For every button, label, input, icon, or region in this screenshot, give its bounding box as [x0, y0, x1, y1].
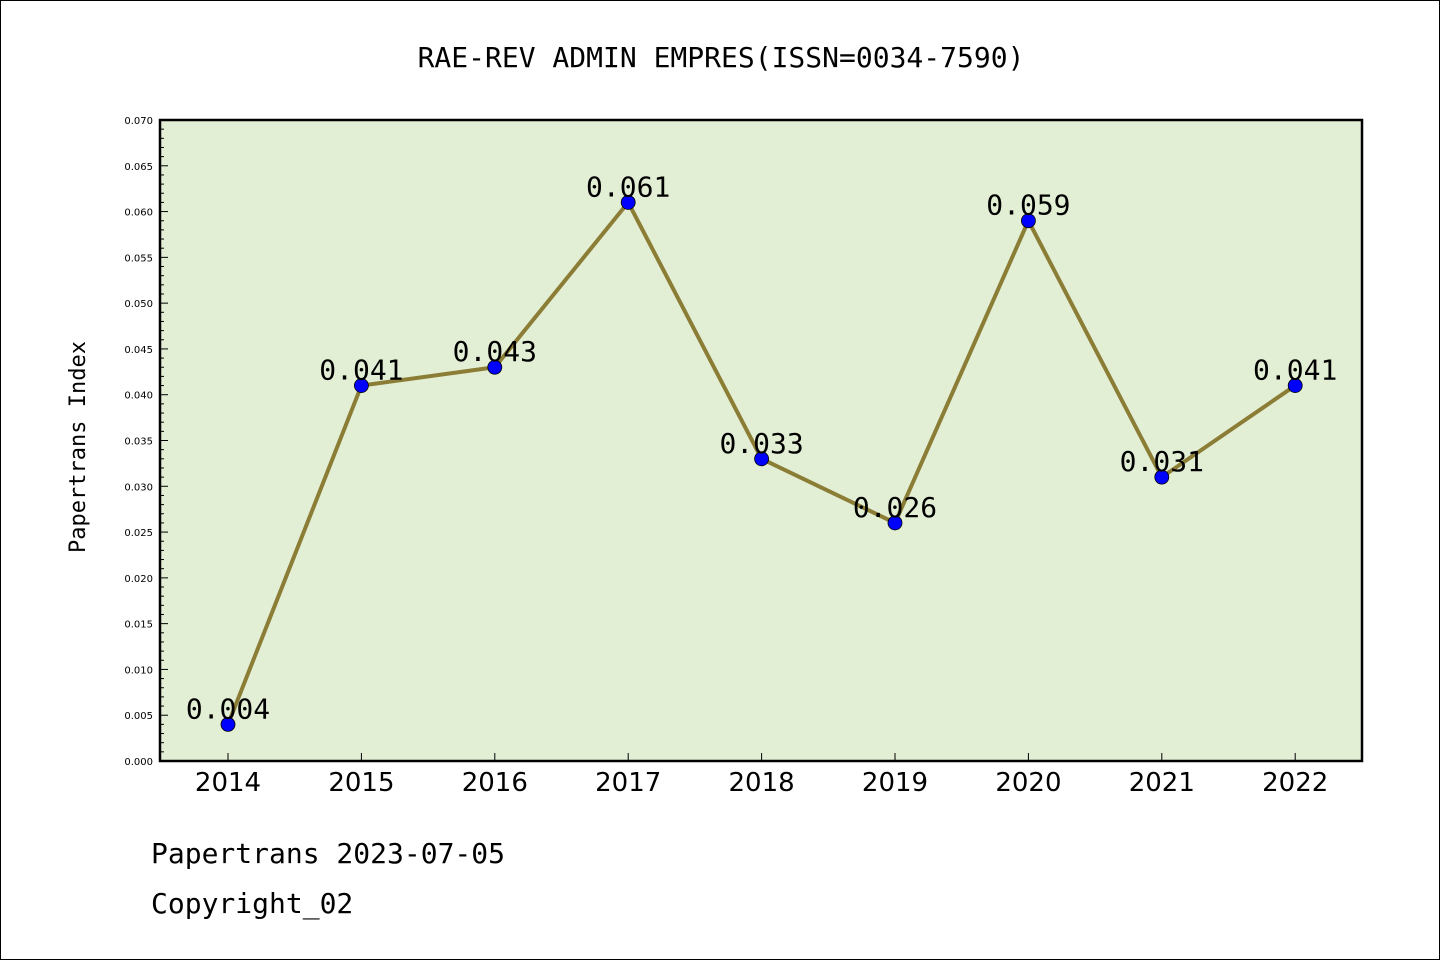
data-label: 0.043 [453, 335, 537, 368]
y-tick-label: 0.070 [124, 116, 153, 127]
y-tick-label: 0.010 [124, 665, 153, 676]
y-tick-label: 0.000 [124, 757, 153, 768]
y-tick-label: 0.045 [124, 345, 153, 356]
x-tick-label: 2020 [995, 768, 1061, 798]
data-point [1287, 378, 1303, 393]
x-tick-label: 2022 [1262, 768, 1328, 798]
data-point [220, 716, 236, 732]
y-tick-label: 0.020 [124, 574, 153, 585]
y-tick-label: 0.025 [124, 528, 153, 539]
data-point [620, 195, 636, 210]
x-axis: 2014 2015 2016 2017 2018 2019 2020 2021 2022 [195, 753, 1328, 798]
x-tick-label: 2015 [328, 768, 394, 798]
data-label: 0.059 [986, 189, 1070, 222]
y-tick-label: 0.035 [124, 437, 153, 448]
data-label: 0.061 [586, 170, 670, 203]
data-label: 0.026 [853, 491, 937, 524]
footer-date: Papertrans 2023-07-05 [151, 837, 506, 870]
x-tick-label: 2016 [462, 768, 528, 798]
x-tick-label: 2019 [862, 768, 928, 798]
data-point [1021, 213, 1036, 229]
plot-area [158, 118, 1364, 763]
x-tick-label: 2017 [595, 768, 661, 798]
y-tick-label: 0.055 [124, 253, 153, 264]
data-label: 0.033 [719, 427, 803, 460]
series-group: 0.004 0.041 0.043 0.061 0.033 0.026 0.059 0.031… [186, 170, 1337, 732]
data-label: 0.041 [1253, 354, 1337, 387]
y-tick-label: 0.030 [124, 482, 153, 493]
data-point [487, 359, 503, 375]
y-axis-label: Papertrans Index [66, 341, 91, 553]
data-point [754, 451, 769, 467]
chart-title: RAE-REV ADMIN EMPRES(ISSN=0034-7590) [418, 41, 1025, 74]
data-point [887, 515, 903, 531]
data-point [1154, 469, 1170, 485]
y-tick-label: 0.040 [124, 391, 153, 402]
y-tick-label: 0.050 [124, 299, 153, 310]
x-tick-label: 2021 [1129, 768, 1195, 798]
data-point [353, 378, 369, 393]
data-label: 0.041 [319, 354, 403, 387]
y-axis: 0.000 0.005 0.010 0.015 0.020 0.025 0.030 0.035… [124, 116, 168, 768]
footer-copyright: Copyright_02 [151, 887, 354, 920]
y-tick-label: 0.065 [124, 162, 153, 173]
y-tick-label: 0.015 [124, 620, 153, 631]
x-tick-label: 2014 [195, 768, 261, 798]
data-label: 0.031 [1120, 445, 1204, 478]
y-tick-label: 0.005 [124, 711, 153, 722]
y-tick-label: 0.060 [124, 208, 153, 219]
x-tick-label: 2018 [729, 768, 795, 798]
data-label: 0.004 [186, 692, 270, 725]
